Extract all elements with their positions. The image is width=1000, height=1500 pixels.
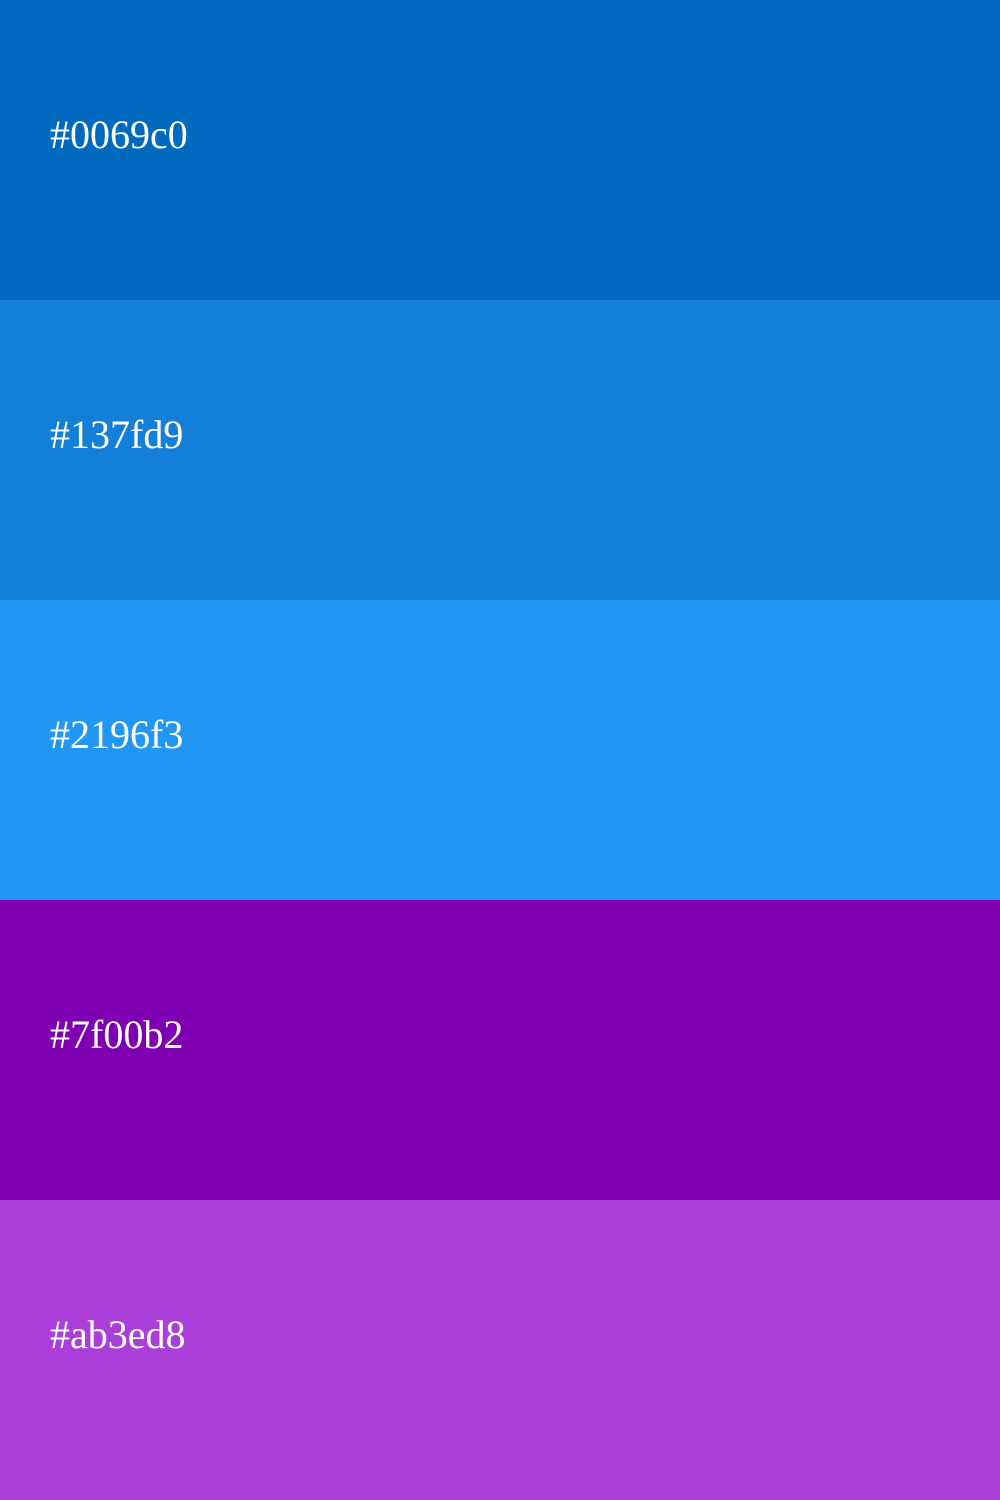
color-swatch-3: #2196f3: [0, 600, 1000, 900]
color-swatch-4: #7f00b2: [0, 900, 1000, 1200]
color-swatch-label: #ab3ed8: [50, 1312, 186, 1357]
color-swatch-5: #ab3ed8: [0, 1200, 1000, 1500]
color-swatch-2: #137fd9: [0, 300, 1000, 600]
color-swatch-1: #0069c0: [0, 0, 1000, 300]
color-swatch-label: #7f00b2: [50, 1012, 184, 1057]
color-swatch-label: #137fd9: [50, 412, 184, 457]
color-swatch-label: #0069c0: [50, 112, 188, 157]
color-swatch-label: #2196f3: [50, 712, 184, 757]
